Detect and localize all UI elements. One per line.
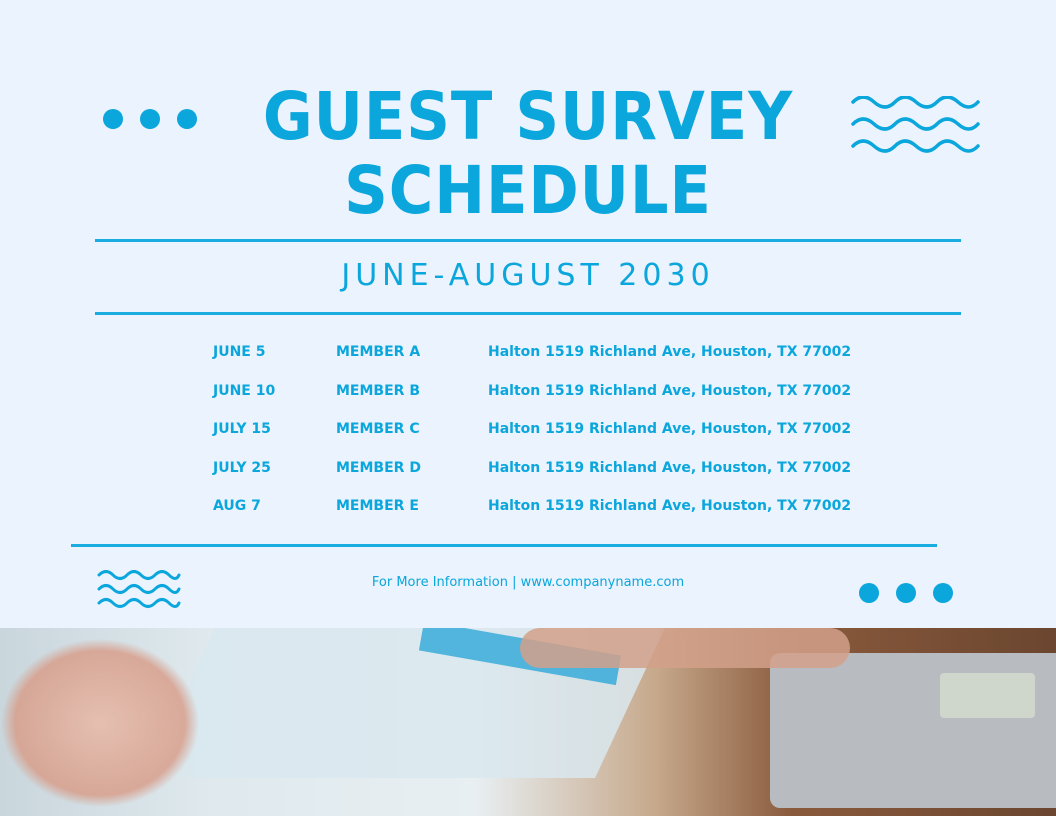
schedule-member: MEMBER A (336, 344, 421, 360)
schedule-location: Halton 1519 Richland Ave, Houston, TX 77… (488, 498, 852, 514)
schedule-row: AUG 7 MEMBER E Halton 1519 Richland Ave, H… (0, 498, 1056, 536)
schedule-row: JUNE 10 MEMBER B Halton 1519 Richland Ave,… (0, 383, 1056, 421)
title-line-2: SCHEDULE (344, 152, 712, 229)
dot-icon (103, 109, 123, 129)
schedule-date: JUNE 10 (213, 382, 276, 399)
hand (0, 638, 200, 808)
schedule-date: JUNE 5 (213, 344, 266, 360)
calculator-display (940, 673, 1035, 718)
schedule-date: AUG 7 (213, 498, 261, 514)
schedule-location: Halton 1519 Richland Ave, Houston, TX 77… (488, 382, 852, 399)
calculator (770, 653, 1056, 808)
hand (520, 628, 850, 668)
title-line-1: GUEST SURVEY (262, 78, 794, 155)
schedule-member: MEMBER D (336, 459, 421, 476)
divider (95, 239, 961, 242)
page-title: GUEST SURVEY SCHEDULE (42, 80, 1014, 228)
waves-icon (851, 96, 980, 153)
waves-icon (97, 570, 181, 608)
dot-icon (177, 109, 197, 129)
date-range: JUNE-AUGUST 2030 (341, 258, 715, 293)
schedule-location: Halton 1519 Richland Ave, Houston, TX 77… (488, 459, 852, 476)
dot-icon (140, 109, 160, 129)
schedule-location: Halton 1519 Richland Ave, Houston, TX 77… (488, 421, 852, 437)
schedule-date: JULY 25 (213, 459, 271, 476)
schedule-row: JUNE 5 MEMBER A Halton 1519 Richland Ave, … (0, 344, 1056, 382)
dot-icon (859, 583, 879, 603)
divider (95, 312, 961, 315)
footer-info: For More Information | www.companyname.c… (371, 575, 685, 590)
dot-icon (933, 583, 953, 603)
divider (71, 544, 937, 547)
schedule-date: JULY 15 (213, 421, 271, 437)
accounting-photo (0, 628, 1056, 816)
dot-icon (896, 583, 916, 603)
schedule-member: MEMBER E (336, 498, 419, 514)
schedule-location: Halton 1519 Richland Ave, Houston, TX 77… (488, 344, 852, 360)
schedule-row: JULY 25 MEMBER D Halton 1519 Richland Ave,… (0, 460, 1056, 498)
schedule-member: MEMBER C (336, 421, 420, 437)
schedule-member: MEMBER B (336, 382, 420, 399)
schedule-row: JULY 15 MEMBER C Halton 1519 Richland Ave,… (0, 421, 1056, 459)
